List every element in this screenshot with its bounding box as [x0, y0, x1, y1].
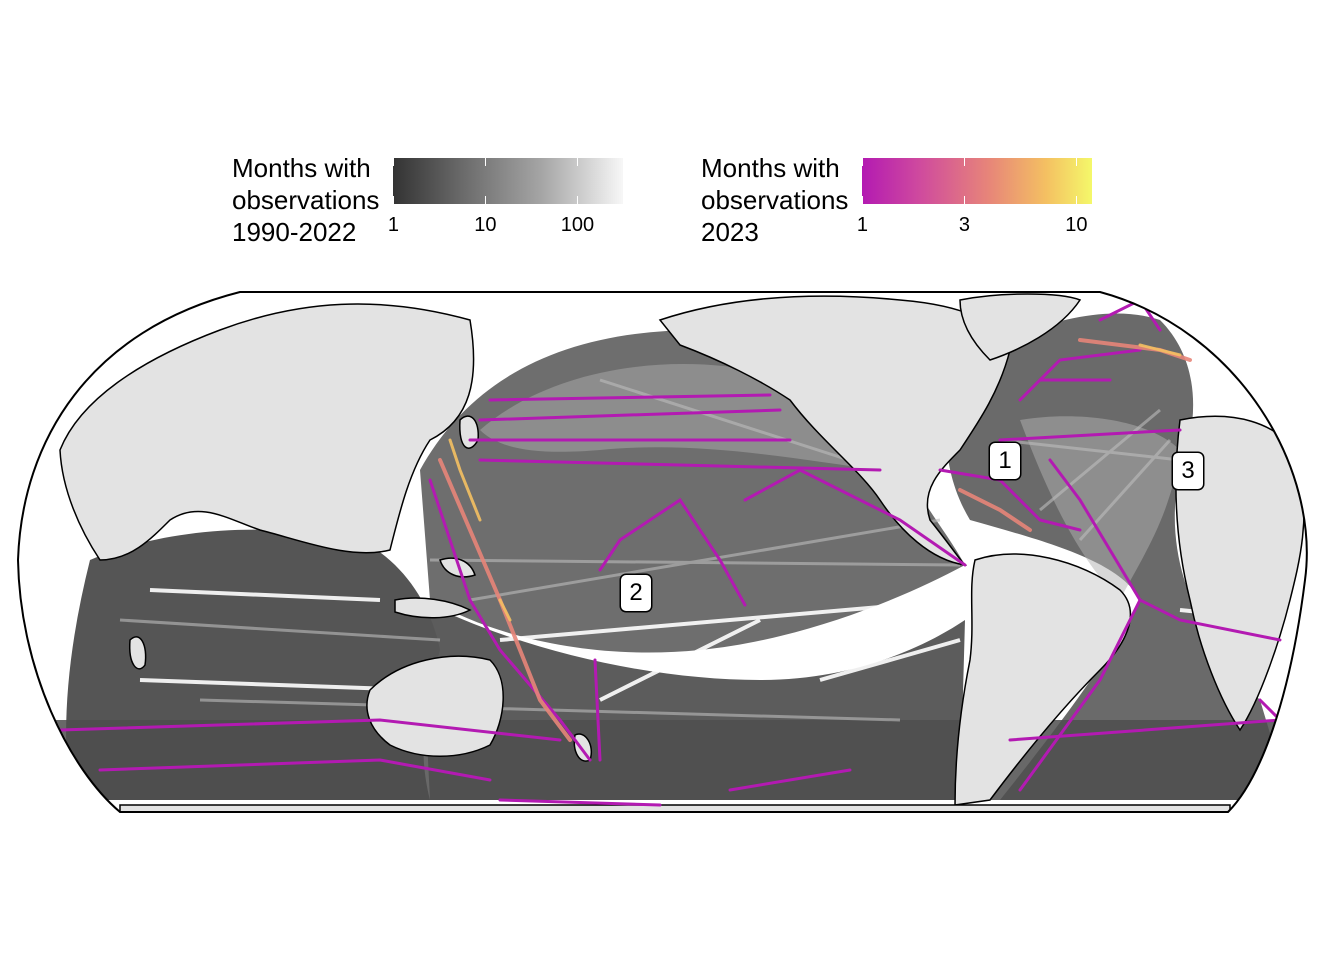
region-label-2: 2 — [620, 574, 652, 612]
legend-2023-tick-3: 3 — [958, 214, 970, 236]
greenland-landmass — [959, 293, 1082, 361]
legend-2023-colorbar: 1 3 10 — [857, 158, 1093, 236]
legend-history-colorbar: 1 10 100 — [388, 158, 624, 236]
legend-history-tick-10: 10 — [474, 214, 497, 236]
map-body — [18, 292, 1307, 812]
region-label-3: 3 — [1172, 452, 1204, 490]
north-america-landmass — [658, 295, 1011, 567]
map-outline — [16, 291, 1308, 813]
track-north-pacific-1 — [478, 408, 782, 422]
legend-history-tick-100: 100 — [560, 214, 595, 236]
legend-history-gradient — [393, 158, 624, 204]
legend-2023-tick-10: 10 — [1065, 214, 1088, 236]
legend-history-title: Months with observations 1990-2022 — [232, 153, 380, 247]
land-layer — [59, 293, 1305, 812]
legend-2023: Months with observations 2023 1 3 10 — [701, 152, 1093, 248]
south-america-landmass — [954, 553, 1132, 806]
legend-history-tick-1: 1 — [387, 214, 399, 236]
antarctica-edge — [119, 804, 1231, 812]
legend-2023-tick-1: 1 — [856, 214, 868, 236]
legend-history: Months with observations 1990-2022 1 10 … — [232, 152, 624, 248]
eurasia-landmass — [59, 303, 475, 561]
region-label-1: 1 — [989, 442, 1021, 480]
observations-2023-layer — [58, 298, 1284, 807]
legend-2023-title: Months with observations 2023 — [701, 153, 849, 247]
legend-2023-gradient — [862, 158, 1093, 204]
